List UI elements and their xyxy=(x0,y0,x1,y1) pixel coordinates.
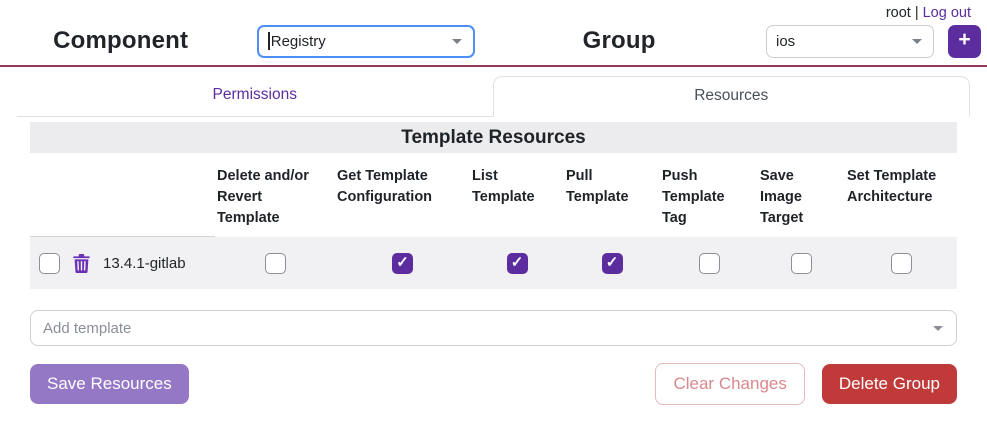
panel-title: Template Resources xyxy=(30,122,957,153)
cell-set-template-architecture xyxy=(845,237,957,289)
cell-pull-template xyxy=(564,237,660,289)
column-header-pull-template: Pull Template xyxy=(566,168,629,206)
component-select-cell: Registry xyxy=(241,24,498,58)
push-template-tag-checkbox[interactable] xyxy=(698,252,720,274)
save-image-target-checkbox[interactable] xyxy=(791,252,812,274)
group-label: Group xyxy=(582,27,656,54)
trash-icon[interactable] xyxy=(73,253,90,273)
table-row: 13.4.1-gitlab xyxy=(30,237,957,290)
column-header-get-template-configuration: Get Template Configuration xyxy=(337,168,433,206)
get-template-configuration-checkbox[interactable] xyxy=(392,252,413,274)
group-select-cell: ios + xyxy=(740,24,987,58)
delete-group-button[interactable]: Delete Group xyxy=(821,364,957,405)
cell-list-template xyxy=(470,237,564,289)
text-cursor xyxy=(268,32,270,50)
component-select-value: Registry xyxy=(270,32,326,50)
group-label-cell: Group xyxy=(499,27,740,55)
component-label-cell: Component xyxy=(0,27,241,55)
component-label: Component xyxy=(53,27,189,54)
component-select[interactable]: Registry xyxy=(257,24,476,58)
logout-link[interactable]: Log out xyxy=(922,5,971,21)
table-body: 13.4.1-gitlab xyxy=(30,237,957,290)
cell-get-template-configuration xyxy=(335,237,470,289)
template-name-cell: 13.4.1-gitlab xyxy=(30,237,215,289)
topbar-separator: | xyxy=(914,5,919,21)
tab-resources-label: Resources xyxy=(694,87,769,104)
column-header-set-template-architecture: Set Template Architecture xyxy=(847,168,937,206)
save-resources-button[interactable]: Save Resources xyxy=(30,364,189,405)
cell-push-template-tag xyxy=(660,237,758,289)
tab-permissions-label: Permissions xyxy=(212,86,297,103)
column-header-list-template: List Template xyxy=(472,168,535,206)
tab-resources[interactable]: Resources xyxy=(492,76,970,117)
header-row: Component Registry Group ios + xyxy=(0,23,987,67)
add-template-placeholder: Add template xyxy=(43,319,132,337)
set-template-architecture-checkbox[interactable] xyxy=(890,252,912,274)
clear-changes-button[interactable]: Clear Changes xyxy=(655,363,805,406)
column-header-delete-and-or-revert-template: Delete and/or Revert Template xyxy=(217,168,309,227)
topbar: root | Log out xyxy=(0,0,987,23)
delete-and-or-revert-template-checkbox[interactable] xyxy=(264,252,286,274)
action-bar: Save Resources Clear Changes Delete Grou… xyxy=(30,363,957,406)
template-name: 13.4.1-gitlab xyxy=(103,254,186,272)
cell-delete-and-or-revert-template xyxy=(215,237,335,289)
group-select-value: ios xyxy=(776,32,796,50)
chevron-down-icon xyxy=(452,39,463,44)
column-header-push-template-tag: Push Template Tag xyxy=(662,168,725,227)
row-select-checkbox[interactable] xyxy=(39,252,60,274)
chevron-down-icon xyxy=(912,39,922,44)
list-template-checkbox[interactable] xyxy=(506,252,528,274)
table-header-row: Delete and/or Revert Template Get Templat… xyxy=(30,153,957,238)
group-select[interactable]: ios xyxy=(766,24,934,58)
tab-permissions[interactable]: Permissions xyxy=(17,76,493,117)
tab-bar: Permissions Resources xyxy=(17,76,970,117)
cell-save-image-target xyxy=(758,237,845,289)
resources-panel: Template Resources Delete and/or Revert … xyxy=(30,122,957,406)
chevron-down-icon xyxy=(933,326,943,332)
name-column-header xyxy=(30,153,215,238)
add-group-button[interactable]: + xyxy=(948,24,981,58)
add-template-select[interactable]: Add template xyxy=(30,310,957,347)
pull-template-checkbox[interactable] xyxy=(601,252,623,274)
username: root xyxy=(885,5,911,21)
column-header-save-image-target: Save Image Target xyxy=(760,168,804,227)
